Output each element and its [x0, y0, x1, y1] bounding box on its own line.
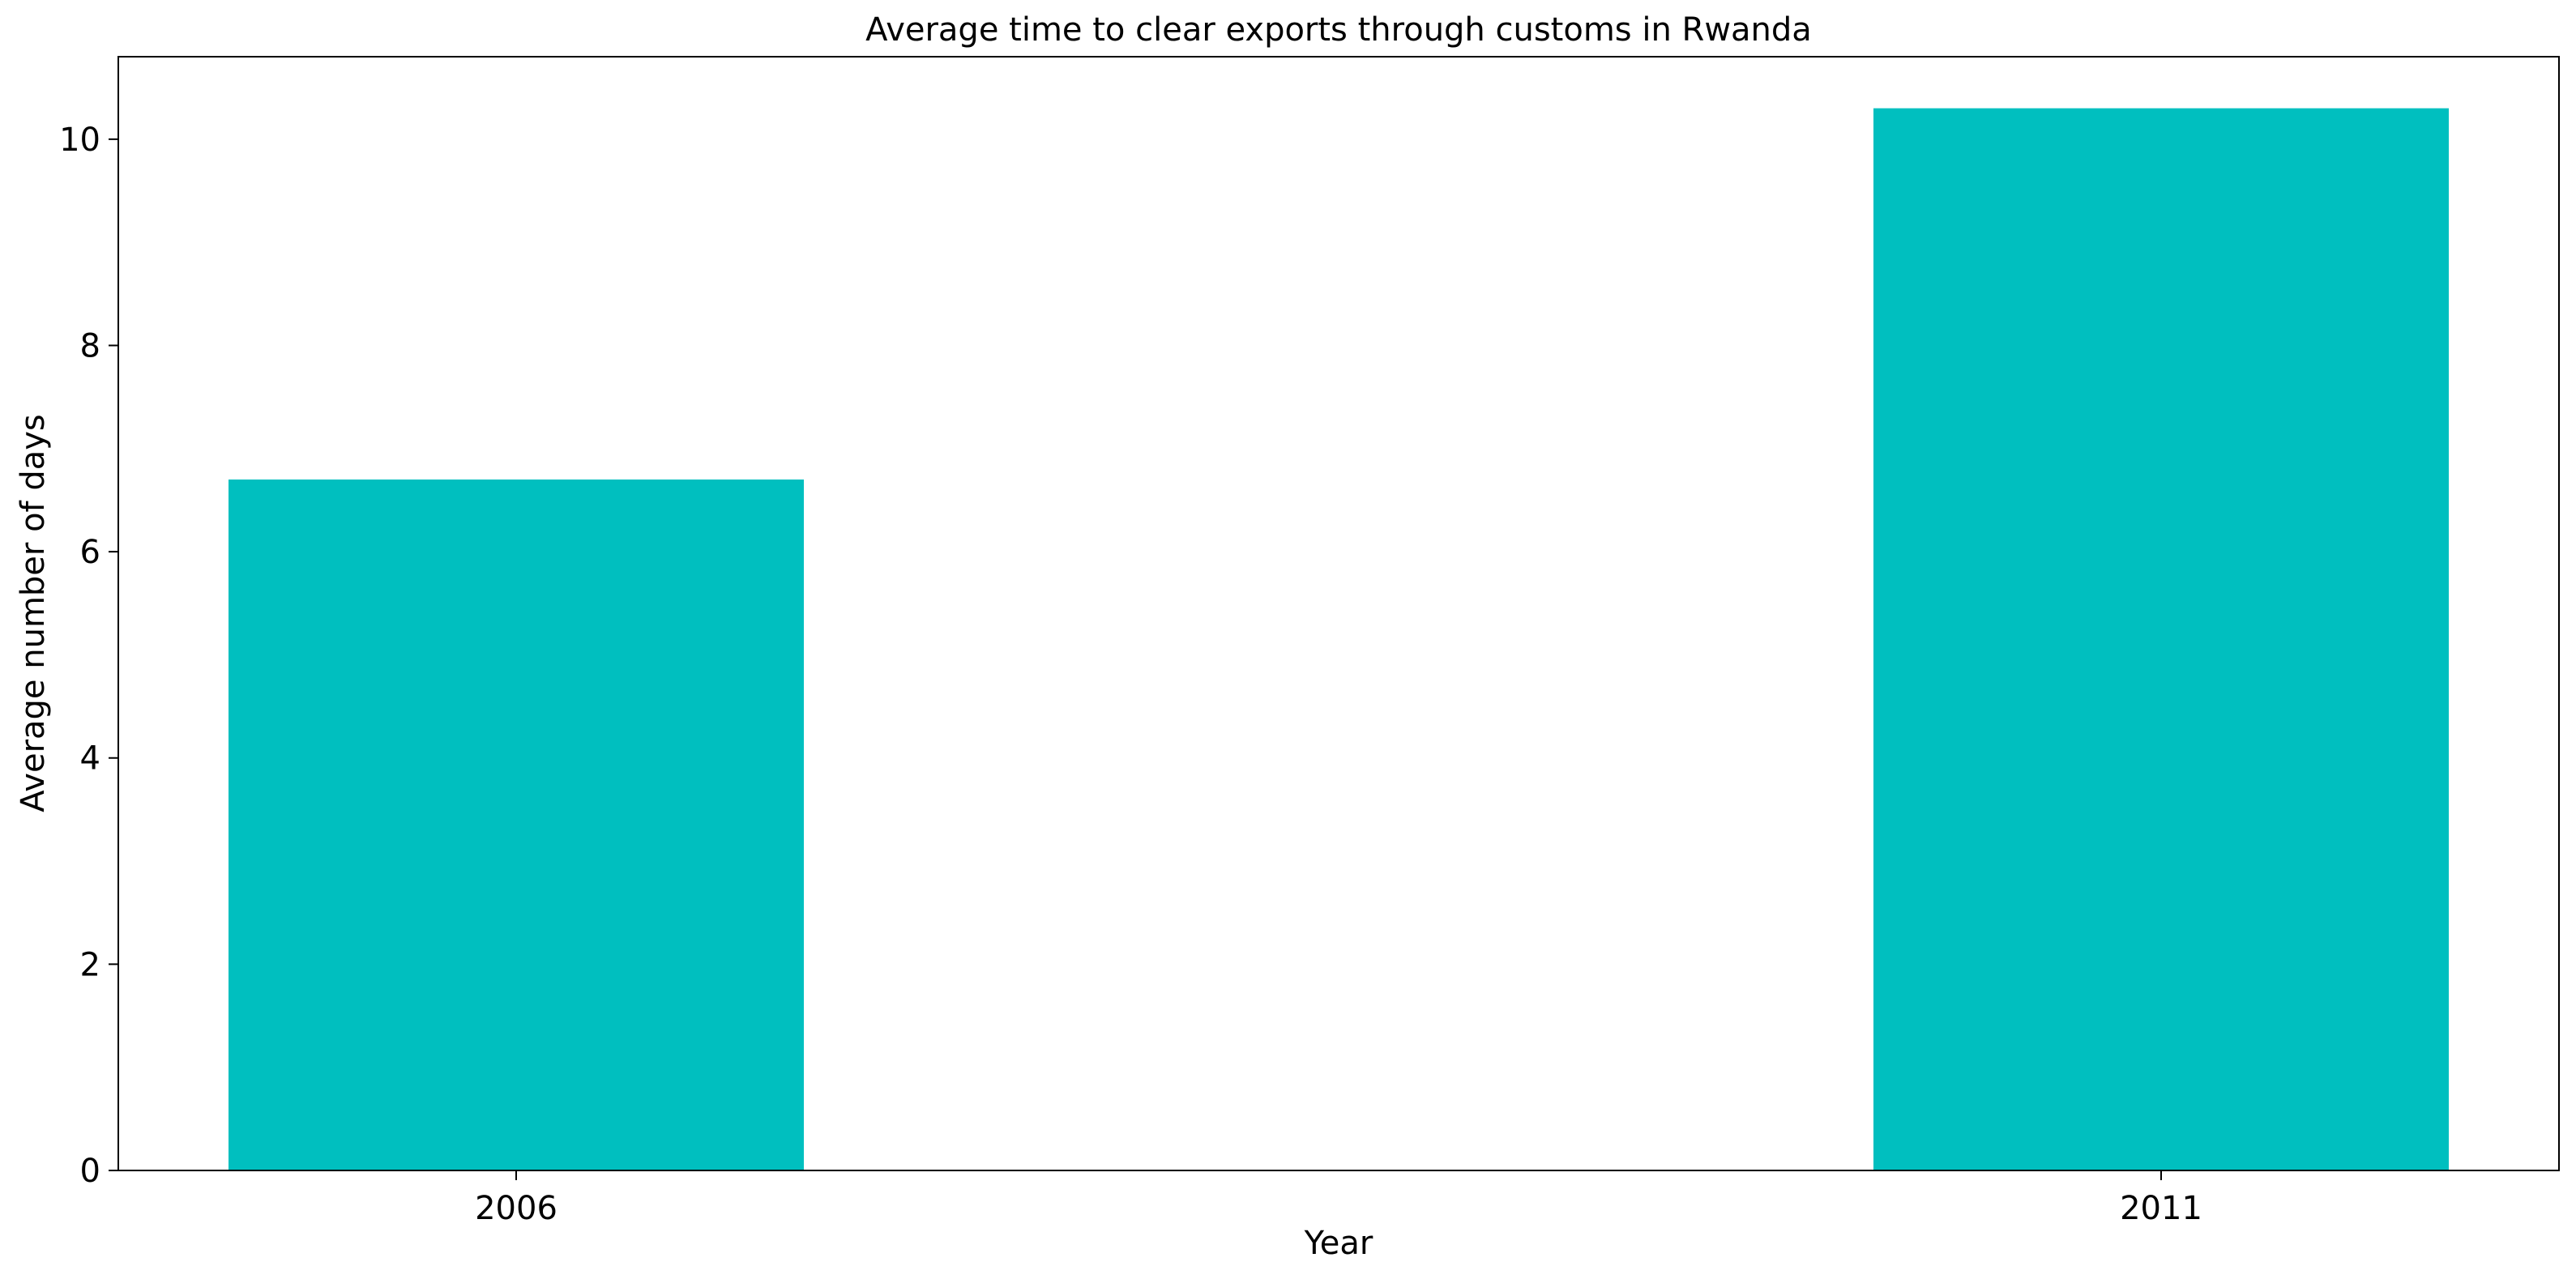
- x-tick-label: 2006: [475, 1190, 557, 1227]
- y-tick-label: 0: [80, 1153, 100, 1190]
- y-tick-label: 8: [80, 327, 100, 365]
- y-tick-label: 10: [59, 122, 100, 159]
- x-tick-label: 2011: [2120, 1190, 2202, 1227]
- bar-2011: [1873, 108, 2449, 1170]
- x-axis-label: Year: [1304, 1225, 1373, 1262]
- bar-2006: [229, 479, 804, 1170]
- plot-frame: [117, 56, 2560, 1171]
- y-tick-label: 6: [80, 534, 100, 571]
- y-axis: 0 2 4 6 8 10: [59, 122, 118, 1190]
- plot-area: [229, 108, 2449, 1170]
- y-tick-label: 2: [80, 946, 100, 983]
- x-axis: 2006 2011: [475, 1170, 2202, 1227]
- chart-title: Average time to clear exports through cu…: [865, 11, 1812, 49]
- y-axis-label: Average number of days: [15, 414, 52, 812]
- y-tick-label: 4: [80, 740, 100, 778]
